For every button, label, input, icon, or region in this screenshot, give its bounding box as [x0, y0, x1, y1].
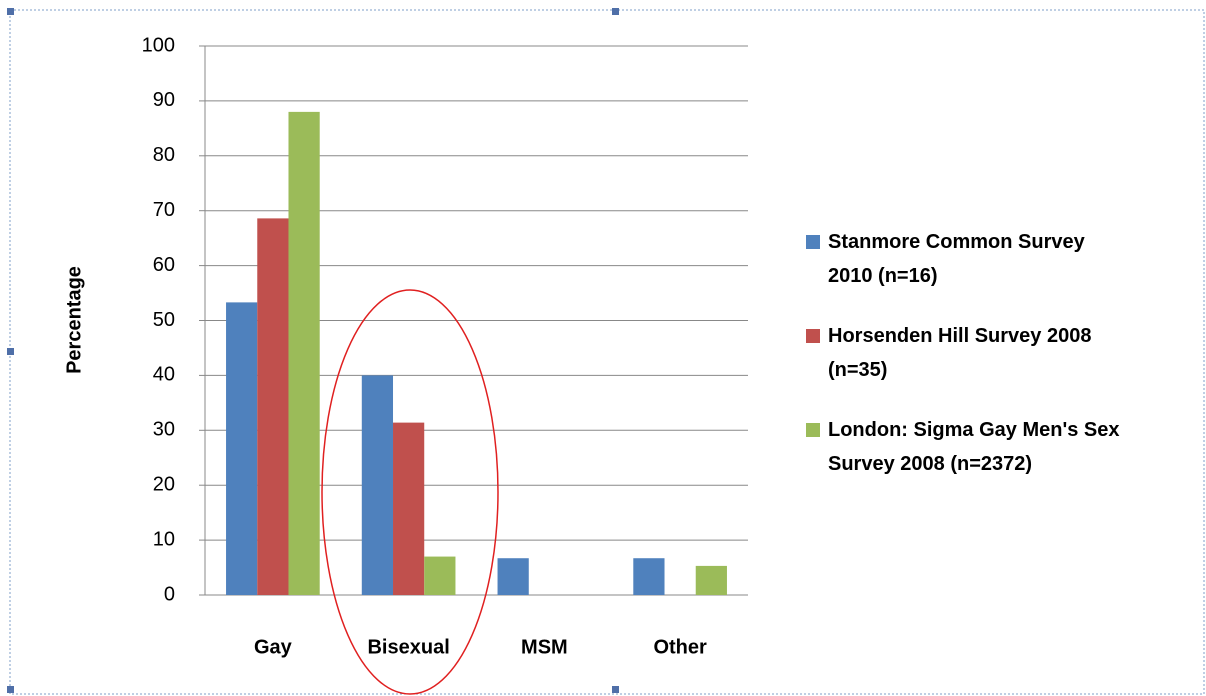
- bar: [424, 556, 456, 595]
- x-tick-label: Other: [653, 636, 707, 658]
- legend-label: London: Sigma Gay Men's Sex Survey 2008 …: [828, 419, 1120, 475]
- legend-item: Horsenden Hill Survey 2008 (n=35): [806, 319, 1196, 387]
- y-tick-label: 60: [153, 254, 175, 276]
- bar: [633, 558, 665, 595]
- legend-label: Horsenden Hill Survey 2008 (n=35): [828, 325, 1092, 381]
- legend-swatch: [806, 423, 820, 437]
- bar: [393, 422, 425, 595]
- handle: [7, 348, 14, 355]
- y-tick-label: 70: [153, 199, 175, 221]
- legend-swatch: [806, 329, 820, 343]
- x-tick-label: MSM: [521, 636, 568, 658]
- y-axis-label: Percentage: [63, 266, 85, 374]
- legend-label: Stanmore Common Survey 2010 (n=16): [828, 231, 1085, 287]
- y-tick-label: 0: [164, 583, 175, 605]
- y-tick-label: 100: [142, 34, 175, 56]
- y-tick-label: 30: [153, 419, 175, 441]
- y-tick-label: 90: [153, 89, 175, 111]
- x-tick-label: Bisexual: [367, 636, 449, 658]
- y-tick-label: 50: [153, 309, 175, 331]
- annotation-ellipse: [321, 289, 499, 695]
- bar: [288, 111, 320, 595]
- handle: [612, 8, 619, 15]
- legend-item: London: Sigma Gay Men's Sex Survey 2008 …: [806, 413, 1196, 481]
- y-tick-label: 10: [153, 528, 175, 550]
- legend-swatch: [806, 235, 820, 249]
- legend-item: Stanmore Common Survey 2010 (n=16): [806, 225, 1196, 293]
- handle: [612, 686, 619, 693]
- bar: [695, 565, 727, 595]
- handle: [7, 686, 14, 693]
- x-tick-label: Gay: [254, 636, 293, 658]
- y-tick-label: 40: [153, 364, 175, 386]
- bar: [226, 302, 258, 595]
- legend: Stanmore Common Survey 2010 (n=16) Horsen…: [806, 225, 1196, 507]
- bar: [361, 375, 394, 595]
- bar: [257, 218, 289, 596]
- y-tick-label: 20: [153, 473, 175, 495]
- y-tick-label: 80: [153, 144, 175, 166]
- bar: [497, 558, 529, 595]
- handle: [7, 8, 14, 15]
